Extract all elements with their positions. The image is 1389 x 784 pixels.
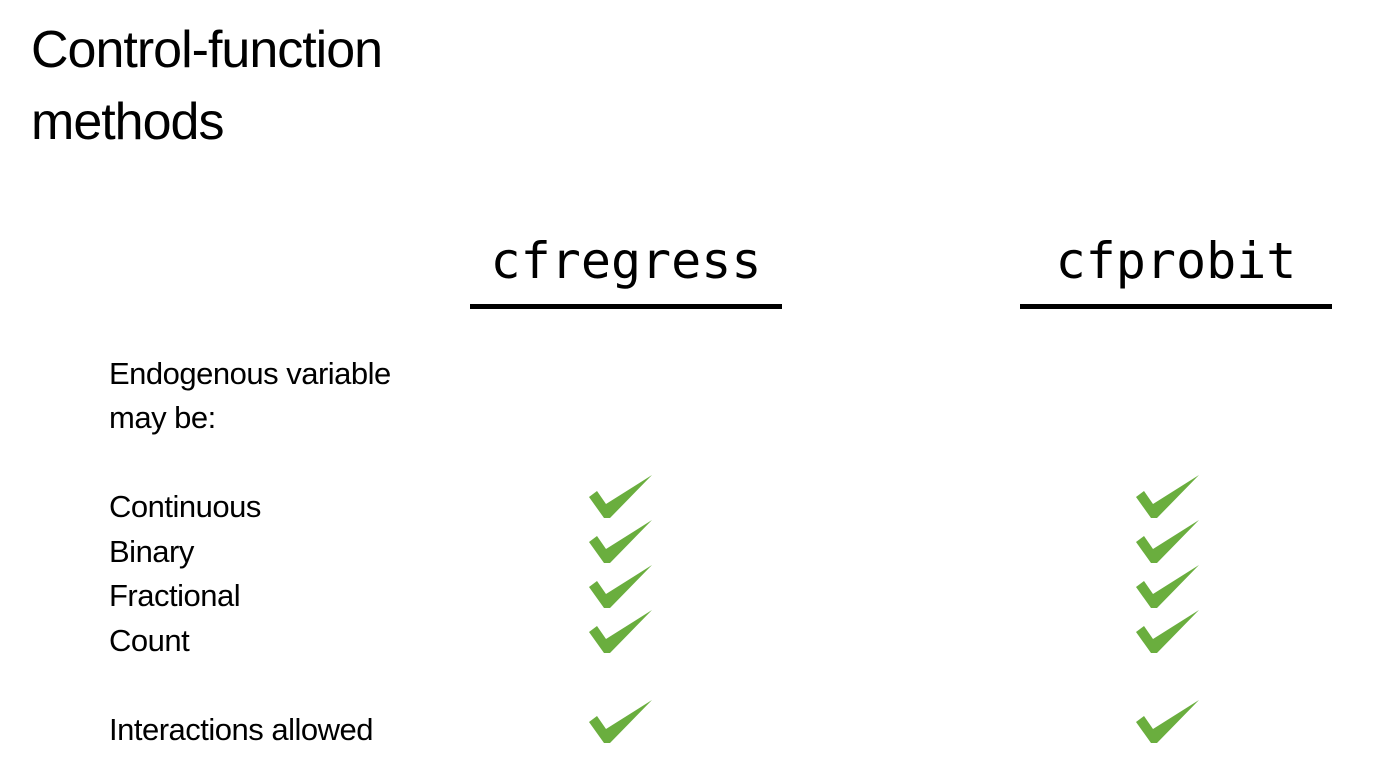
checkmark-icon (1135, 609, 1199, 655)
checkmark-icon (588, 699, 652, 745)
row-label: Fractional (109, 578, 241, 613)
row-label: Interactions allowed (109, 712, 374, 747)
column-header-cfregress: cfregress (470, 232, 782, 309)
checkmark-icon (588, 609, 652, 655)
intro-line-2: may be: (109, 400, 216, 435)
checkmark-icon (1135, 564, 1199, 610)
intro-label: Endogenous variable may be: (109, 352, 391, 440)
title-line-2: methods (31, 93, 224, 151)
intro-line-1: Endogenous variable (109, 356, 391, 391)
checkmark-icon (588, 519, 652, 565)
checkmark-icon (1135, 699, 1199, 745)
row-label: Count (109, 623, 190, 658)
checkmark-icon (588, 474, 652, 520)
checkmark-icon (1135, 474, 1199, 520)
checkmark-icon (588, 564, 652, 610)
title-line-1: Control-function (31, 21, 383, 79)
checkmark-icon (1135, 519, 1199, 565)
row-label: Binary (109, 534, 194, 569)
slide-title: Control-function methods (31, 14, 383, 158)
column-header-cfprobit: cfprobit (1020, 232, 1332, 309)
row-label: Continuous (109, 489, 261, 524)
